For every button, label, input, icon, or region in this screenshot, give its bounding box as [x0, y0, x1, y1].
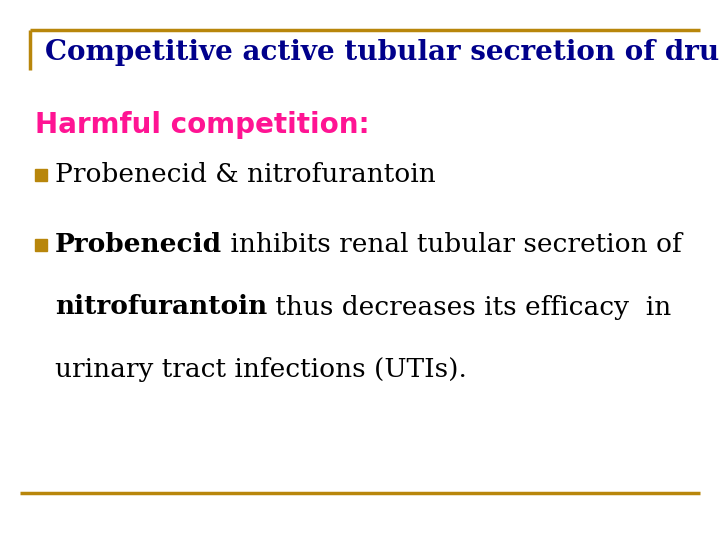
Bar	[35, 169, 47, 181]
Text: Probenecid & nitrofurantoin: Probenecid & nitrofurantoin	[55, 163, 436, 187]
Text: urinary tract infections (UTIs).: urinary tract infections (UTIs).	[55, 356, 467, 381]
Bar	[35, 239, 47, 251]
Text: thus decreases its efficacy  in: thus decreases its efficacy in	[267, 294, 672, 320]
Text: Competitive active tubular secretion of drugs: Competitive active tubular secretion of …	[45, 38, 720, 65]
Text: inhibits renal tubular secretion of: inhibits renal tubular secretion of	[222, 233, 682, 258]
Text: nitrofurantoin: nitrofurantoin	[55, 294, 267, 320]
Text: Harmful competition:: Harmful competition:	[35, 111, 369, 139]
Text: Probenecid: Probenecid	[55, 233, 222, 258]
